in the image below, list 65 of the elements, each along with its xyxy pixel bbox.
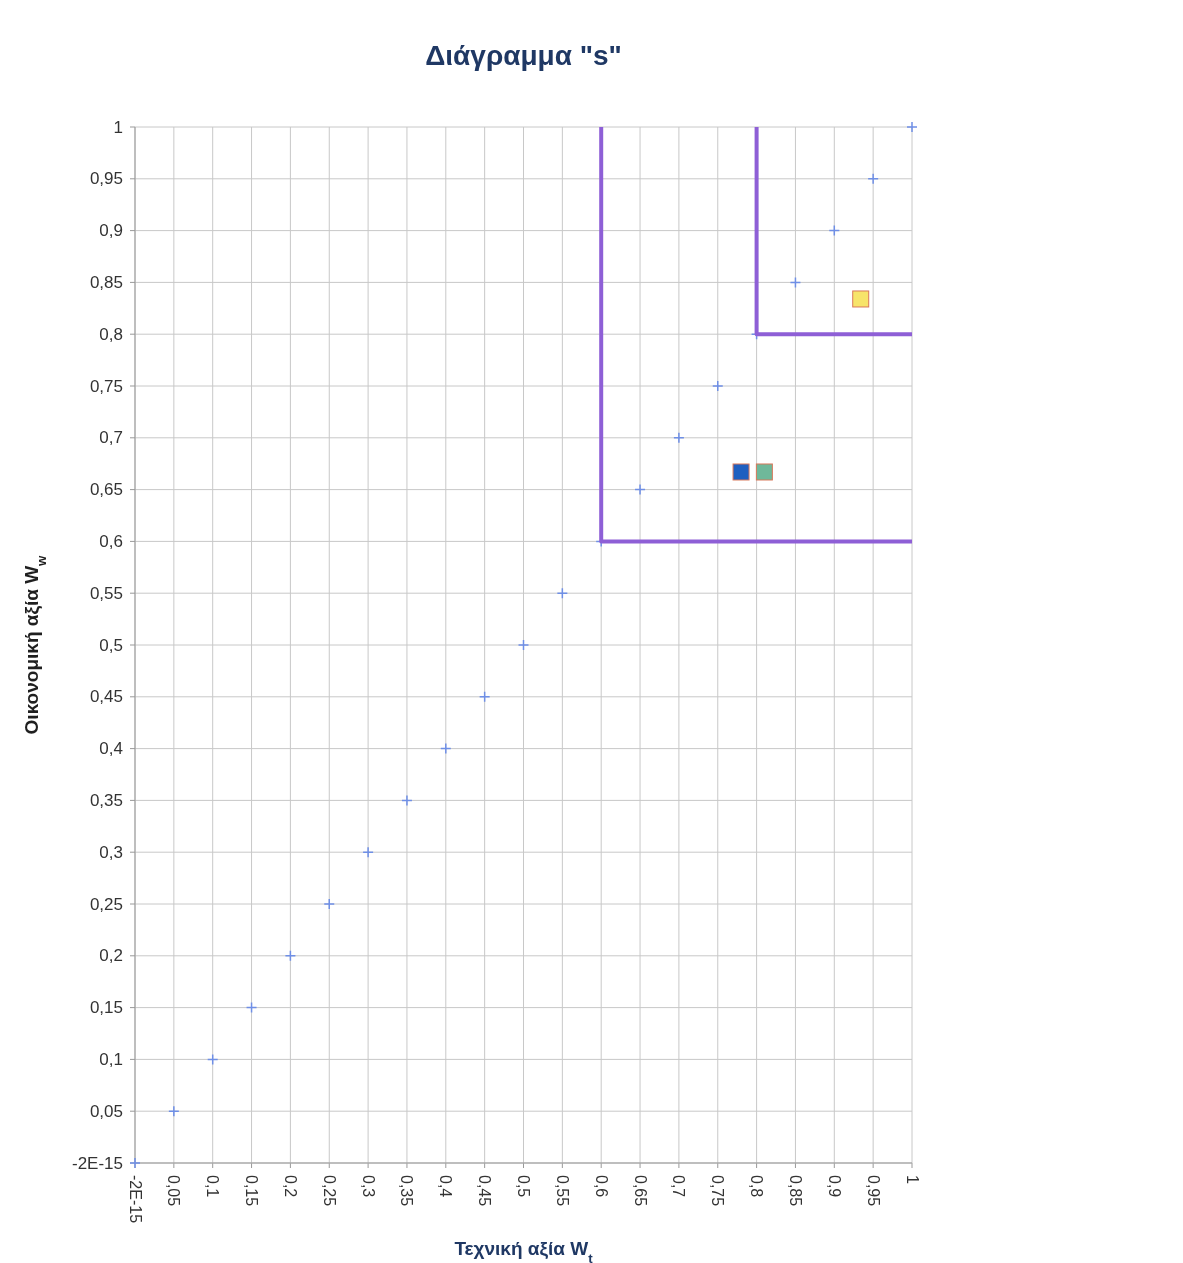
point: [245, 1001, 258, 1014]
point: [323, 898, 335, 910]
point: [129, 1157, 141, 1169]
y-tick-label: 0,85: [89, 272, 123, 292]
y-tick-label: 0,15: [89, 998, 123, 1018]
x-tick-label: 0,7: [670, 1175, 688, 1198]
y-tick-label: 1: [113, 117, 123, 137]
x-tick-label: 0,1: [204, 1175, 222, 1198]
x-tick-label: 0,55: [553, 1175, 571, 1207]
chart-title: Διάγραμμα "s": [425, 40, 622, 71]
y-tick-label: 0,6: [99, 531, 123, 551]
point: [755, 463, 773, 481]
point: [906, 121, 918, 133]
y-tick-label: 0,55: [89, 583, 123, 603]
x-tick-label: 0,8: [748, 1175, 766, 1198]
point: [852, 290, 870, 308]
x-tick-label: 0,95: [864, 1175, 882, 1207]
y-tick-label: 0,35: [89, 790, 123, 810]
x-tick-label: 1: [903, 1175, 921, 1184]
point: [206, 1053, 219, 1066]
x-tick-label: 0,75: [709, 1175, 727, 1207]
point: [168, 1105, 180, 1117]
y-tick-label: -2E-15: [71, 1153, 123, 1173]
x-tick-label: 0,05: [165, 1175, 183, 1207]
x-axis-title: Τεχνική αξία W$_{t}$: [454, 1238, 594, 1263]
point: [634, 483, 646, 496]
x-tick-label: 0,35: [398, 1175, 416, 1207]
point: [712, 380, 724, 392]
x-tick-label: 0,5: [515, 1175, 532, 1198]
y-tick-label: 0,1: [99, 1049, 123, 1069]
x-tick-label: 0,3: [359, 1175, 377, 1198]
point: [284, 950, 297, 962]
y-tick-label: 0,95: [89, 169, 123, 189]
point: [478, 691, 491, 703]
y-tick-label: 0,25: [89, 894, 123, 914]
y-tick-label: 0,2: [99, 946, 123, 966]
point: [556, 587, 569, 599]
y-tick-label: 0,45: [89, 687, 123, 707]
x-tick-label: 0,6: [592, 1175, 610, 1198]
y-tick-label: 0,8: [99, 324, 123, 344]
point: [789, 276, 802, 289]
x-tick-label: 0,45: [476, 1175, 494, 1207]
point: [440, 742, 452, 755]
point: [517, 639, 530, 651]
x-tick-label: 0,65: [631, 1175, 649, 1207]
x-tick-label: 0,9: [825, 1175, 843, 1198]
x-tick-label: 0,2: [281, 1175, 299, 1198]
point: [732, 463, 750, 481]
y-tick-label: 0,65: [89, 480, 123, 500]
point: [867, 173, 879, 185]
point: [362, 846, 374, 858]
y-tick-label: 0,3: [99, 842, 123, 862]
y-tick-label: 0,9: [99, 221, 123, 241]
y-tick-label: 0,75: [89, 376, 123, 396]
point: [401, 794, 413, 807]
x-tick-label: 0,85: [786, 1175, 804, 1207]
y-tick-label: 0,7: [99, 428, 123, 448]
y-tick-label: 0,4: [99, 739, 123, 759]
y-tick-label: 0,5: [99, 635, 123, 655]
point: [673, 432, 685, 444]
y-tick-label: 0,05: [89, 1101, 123, 1121]
x-tick-label: 0,15: [243, 1175, 261, 1207]
x-tick-label: 0,25: [320, 1175, 338, 1207]
x-tick-label: 0,4: [437, 1175, 455, 1198]
point: [828, 224, 841, 237]
